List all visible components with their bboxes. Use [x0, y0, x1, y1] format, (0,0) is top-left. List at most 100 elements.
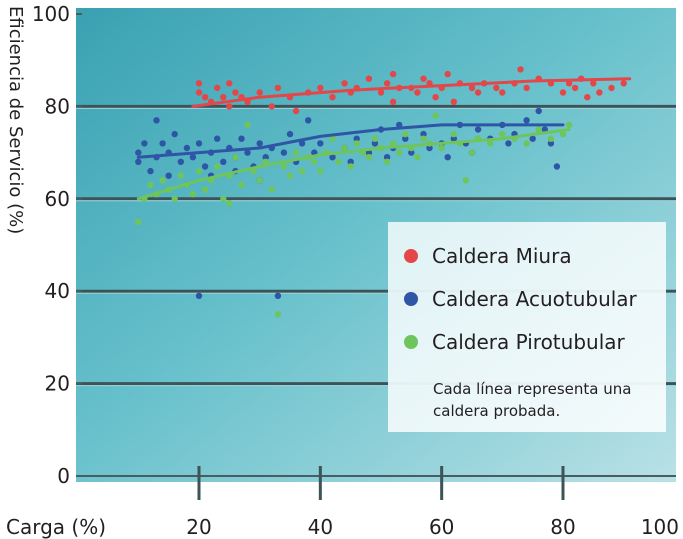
y-tick-labels: 0 20 40 60 80 100 — [32, 2, 70, 488]
point-2-23 — [268, 186, 275, 193]
point-1-50 — [408, 149, 415, 156]
point-0-1 — [195, 89, 203, 96]
legend-marker-2 — [404, 335, 418, 349]
point-0-47 — [559, 89, 567, 96]
point-2-63 — [559, 130, 567, 138]
point-0-48 — [565, 80, 573, 87]
point-0-24 — [383, 80, 391, 87]
legend-marker-1 — [404, 292, 418, 306]
x-tick-label-60: 60 — [429, 515, 454, 539]
point-2-60 — [523, 140, 530, 147]
point-1-52 — [426, 144, 433, 152]
point-1-20 — [220, 158, 227, 165]
point-1-46 — [383, 154, 391, 161]
point-0-32 — [432, 94, 439, 101]
point-1-36 — [305, 117, 312, 124]
point-0-13 — [274, 84, 282, 92]
point-1-51 — [420, 130, 427, 138]
legend-note-line-2: caldera probada. — [433, 402, 560, 420]
point-0-54 — [608, 84, 615, 92]
point-0-4 — [214, 84, 221, 92]
point-1-2 — [141, 140, 148, 147]
point-2-54 — [462, 177, 470, 184]
point-0-44 — [523, 84, 530, 92]
point-1-68 — [547, 140, 555, 147]
point-1-0 — [135, 149, 142, 156]
point-1-7 — [165, 172, 172, 179]
point-2-28 — [298, 167, 306, 175]
point-0-22 — [365, 75, 373, 82]
point-0-12 — [268, 103, 275, 110]
point-0-25 — [389, 70, 397, 78]
point-2-22 — [262, 158, 269, 165]
point-0-35 — [450, 98, 457, 106]
point-0-23 — [377, 89, 385, 96]
point-0-43 — [517, 66, 524, 73]
point-2-24 — [274, 311, 282, 318]
point-2-57 — [487, 140, 494, 147]
point-1-6 — [159, 140, 166, 147]
point-2-35 — [341, 144, 348, 152]
x-axis-label: Carga (%) — [6, 515, 106, 539]
legend-label-1: Caldera Acuotubular — [432, 287, 638, 311]
y-tick-label-100: 100 — [32, 2, 70, 26]
point-0-17 — [317, 84, 324, 92]
point-1-66 — [535, 107, 542, 115]
point-2-44 — [396, 149, 403, 156]
point-1-33 — [286, 130, 294, 138]
point-0-29 — [414, 89, 421, 96]
point-2-21 — [256, 177, 263, 184]
legend-label-2: Caldera Pirotubular — [432, 330, 626, 354]
legend-note-line-1: Cada línea representa una — [433, 380, 631, 398]
point-1-31 — [274, 292, 282, 299]
point-2-48 — [420, 135, 427, 142]
point-0-53 — [596, 89, 603, 96]
y-tick-label-20: 20 — [45, 372, 70, 396]
point-0-38 — [474, 89, 482, 96]
point-0-19 — [341, 80, 348, 87]
point-0-30 — [420, 75, 427, 82]
point-0-11 — [256, 89, 263, 96]
point-2-43 — [389, 140, 397, 147]
point-2-14 — [220, 195, 227, 202]
point-2-6 — [171, 195, 178, 202]
point-0-34 — [444, 70, 451, 78]
point-1-67 — [541, 126, 548, 133]
point-1-11 — [183, 144, 191, 152]
point-1-1 — [135, 158, 142, 165]
point-2-37 — [353, 140, 360, 147]
point-2-26 — [286, 172, 294, 179]
point-1-39 — [329, 154, 336, 161]
point-0-49 — [571, 84, 579, 92]
point-2-50 — [432, 112, 439, 119]
point-2-55 — [468, 149, 476, 156]
point-0-15 — [292, 107, 300, 115]
point-2-30 — [311, 158, 318, 165]
point-0-55 — [620, 80, 627, 87]
point-1-10 — [177, 158, 184, 165]
point-1-41 — [347, 158, 354, 165]
point-2-61 — [535, 126, 542, 133]
point-1-49 — [402, 135, 409, 142]
legend-label-0: Caldera Miura — [432, 244, 572, 268]
data-points — [135, 66, 627, 318]
point-2-4 — [159, 177, 166, 184]
point-1-29 — [262, 154, 269, 161]
point-1-44 — [371, 140, 379, 147]
point-0-7 — [226, 103, 233, 110]
trend-line-1 — [136, 123, 565, 159]
point-2-45 — [402, 130, 409, 138]
y-tick-label-0: 0 — [57, 464, 70, 488]
point-2-11 — [201, 186, 209, 193]
point-2-42 — [383, 158, 391, 165]
point-1-62 — [505, 140, 512, 147]
trend-lines — [136, 77, 632, 201]
point-2-31 — [317, 167, 324, 175]
point-2-10 — [195, 167, 203, 175]
point-2-2 — [147, 181, 154, 189]
legend: Caldera Miura Caldera Acuotubular Caldera … — [388, 222, 666, 432]
point-0-41 — [499, 89, 506, 96]
x-tick-label-100: 100 — [641, 515, 679, 539]
point-2-17 — [232, 154, 239, 161]
